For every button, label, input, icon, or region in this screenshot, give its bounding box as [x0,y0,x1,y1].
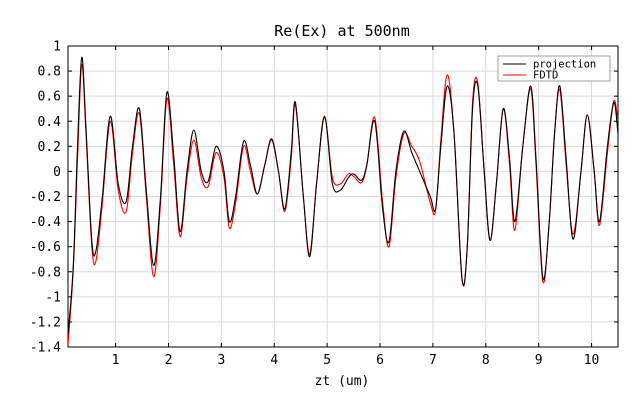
y-tick-label: 0 [53,165,61,180]
y-tick-label: -0.2 [30,190,61,205]
y-tick-label: -1.2 [30,315,61,330]
x-tick-label: 10 [584,353,600,368]
x-tick-label: 1 [112,353,120,368]
x-tick-label: 8 [482,353,490,368]
x-tick-label: 6 [376,353,384,368]
legend-box [497,55,611,82]
y-tick-label: -0.6 [30,240,61,255]
chart-title: Re(Ex) at 500nm [274,22,409,40]
x-tick-label: 2 [165,353,173,368]
y-tick-label: -0.8 [30,265,61,280]
y-tick-label: -0.4 [30,215,61,230]
y-tick-label: 0.4 [38,115,62,130]
series-line-projection [68,56,618,335]
x-tick-label: 9 [535,353,543,368]
x-tick-label: 5 [323,353,331,368]
y-tick-label: -1 [45,290,61,305]
x-axis-label: zt (um) [315,374,370,389]
y-tick-label: 0.6 [38,90,61,105]
series-group [68,56,618,345]
y-tick-label: 1 [53,40,61,55]
y-tick-label: 0.2 [38,140,61,155]
y-tick-label: 0.8 [38,65,61,80]
x-tick-label: 4 [270,353,278,368]
axis-ticks: 1 2 3 4 5 6 7 8 9 10 -1.4 -1.2 -1 -0.8 -0.6 -0.4 -0.2 0 0.… [30,40,618,368]
y-tick-label: -1.4 [30,341,61,356]
x-tick-label: 3 [217,353,225,368]
legend-label-fdtd: FDTD [533,70,558,82]
legend-label-projection: projection [533,59,596,71]
x-tick-label: 7 [429,353,437,368]
